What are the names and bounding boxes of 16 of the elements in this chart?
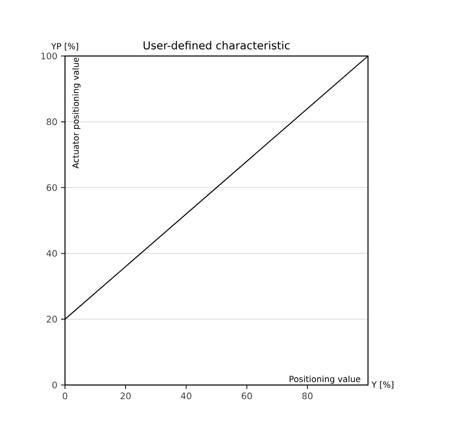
y-tick-label: 40 — [46, 250, 57, 257]
x-tick-label: 40 — [180, 392, 192, 400]
x-tick-label: 0 — [62, 392, 68, 400]
annotation: Actuator positioning value — [72, 58, 80, 168]
y-axis-title: YP [%] — [51, 42, 78, 50]
x-tick-label: 20 — [120, 392, 131, 400]
x-axis-title: Y [%] — [372, 381, 394, 389]
y-tick-label: 80 — [46, 118, 57, 126]
y-tick-label: 0 — [52, 382, 57, 388]
y-tick-label: 60 — [46, 184, 57, 191]
x-tick-label: 80 — [302, 392, 313, 400]
y-tick-label: 100 — [41, 52, 57, 60]
x-tick-label: 60 — [242, 392, 252, 400]
annotation: Positioning value — [290, 376, 360, 384]
chart-title: User-defined characteristic — [144, 41, 290, 50]
y-tick-label: 20 — [46, 316, 57, 323]
